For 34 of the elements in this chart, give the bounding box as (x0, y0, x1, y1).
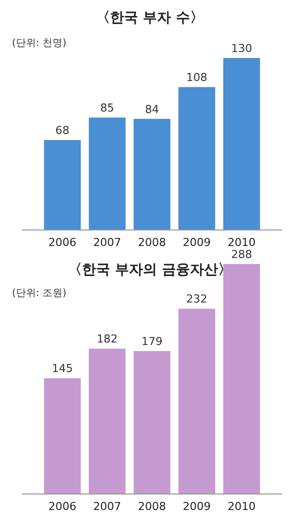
x-tick-label: 2006 (48, 236, 76, 249)
x-tick-label: 2006 (48, 500, 76, 513)
x-tick-label: 2009 (182, 500, 211, 513)
data-label: 232 (186, 292, 208, 306)
data-label: 84 (145, 102, 159, 116)
x-tick-label: 2007 (93, 236, 122, 249)
x-tick-label: 2008 (138, 500, 166, 513)
data-label: 182 (96, 332, 118, 346)
data-label: 130 (231, 42, 252, 55)
bar (88, 348, 126, 494)
x-tick-label: 2010 (228, 236, 256, 249)
x-tick-label: 2009 (182, 236, 211, 249)
bar (223, 58, 260, 230)
data-label: 108 (186, 71, 208, 84)
bar (88, 118, 126, 230)
data-label: 85 (100, 102, 114, 115)
chart-title: 〈한국 부자의 금융자산〉 (68, 262, 232, 278)
bar (134, 351, 170, 494)
bar (44, 140, 81, 230)
x-tick-label: 2008 (138, 236, 166, 249)
x-tick-label: 2010 (228, 500, 256, 513)
bar (223, 264, 260, 494)
data-label: 145 (52, 362, 73, 376)
bar (134, 118, 170, 230)
data-label: 68 (55, 124, 70, 138)
x-tick-label: 2007 (93, 500, 122, 513)
bar (178, 308, 216, 494)
text: (단위: 천명) (12, 38, 66, 49)
data-label: 288 (231, 248, 252, 261)
chart-title: 〈한국 부자 수〉 (96, 10, 204, 26)
annotation: (단위: 조원) (12, 288, 66, 299)
data-label: 179 (142, 335, 162, 348)
bar (44, 378, 81, 494)
bar (178, 87, 216, 230)
